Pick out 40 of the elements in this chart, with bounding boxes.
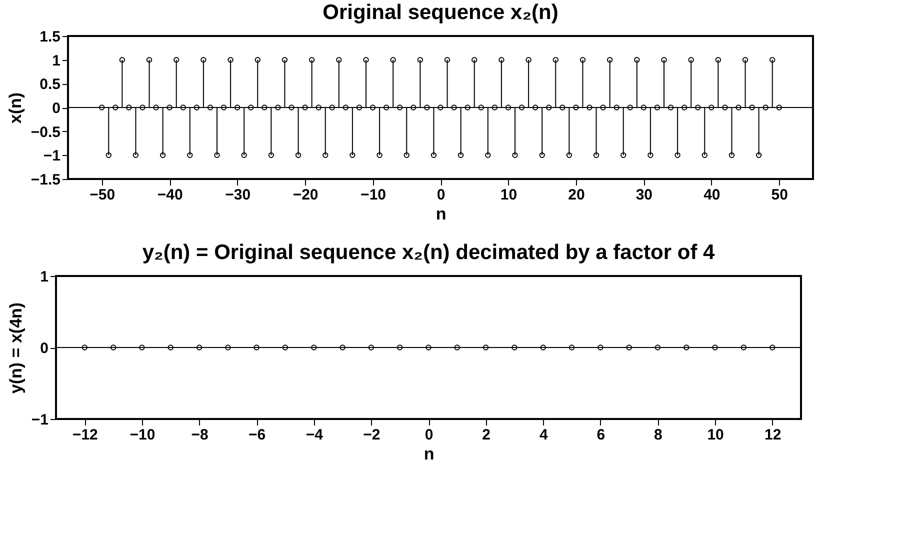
- x-tick-label: −6: [248, 426, 266, 444]
- y-tick-label: −0.5: [30, 124, 60, 141]
- x-tick-label: 0: [424, 426, 434, 444]
- y-tick-label: −1: [43, 148, 60, 165]
- y-axis-title: y(n) = x(4n): [6, 302, 26, 394]
- y-tick-label: −1.5: [30, 172, 60, 188]
- x-tick-label: −8: [191, 426, 208, 444]
- x-tick-label: 10: [707, 426, 724, 444]
- x-tick-label: −2: [363, 426, 380, 444]
- x-tick-label: −50: [90, 186, 116, 204]
- x-tick-label: −4: [306, 426, 324, 444]
- x-tick-label: −20: [292, 186, 318, 204]
- x-axis-title: n: [424, 444, 434, 464]
- y-tick-label: 1.5: [40, 28, 60, 46]
- y-tick-label: 1: [52, 52, 60, 70]
- x-tick-label: 2: [482, 426, 490, 444]
- chart-title: Original sequence x₂(n): [322, 1, 558, 24]
- x-tick-label: −30: [225, 186, 251, 204]
- x-tick-label: 10: [500, 186, 518, 204]
- y-tick-label: −1: [31, 412, 48, 428]
- x-tick-label: 4: [539, 426, 548, 444]
- chart-title: y₂(n) = Original sequence x₂(n) decimated by a factor of 4: [142, 241, 716, 264]
- x-tick-label: 12: [764, 426, 782, 444]
- y-tick-label: 1: [40, 268, 48, 286]
- x-tick-label: −12: [72, 426, 98, 444]
- x-tick-label: 8: [654, 426, 662, 444]
- y-axis-title: x(n): [6, 92, 25, 124]
- x-tick-label: 50: [771, 186, 788, 204]
- x-tick-label: 0: [436, 186, 446, 204]
- x-tick-label: −10: [360, 186, 386, 204]
- x-tick-label: 6: [596, 426, 606, 444]
- x-tick-label: 20: [568, 186, 585, 204]
- x-tick-label: 30: [636, 186, 653, 204]
- x-tick-label: 40: [704, 186, 720, 204]
- y-tick-label: 0: [40, 340, 48, 357]
- x-axis-title: n: [436, 204, 446, 224]
- y-tick-label: 0.5: [40, 76, 60, 94]
- x-tick-label: −40: [157, 186, 183, 204]
- y-tick-label: 0: [52, 100, 60, 117]
- x-tick-label: −10: [130, 426, 156, 444]
